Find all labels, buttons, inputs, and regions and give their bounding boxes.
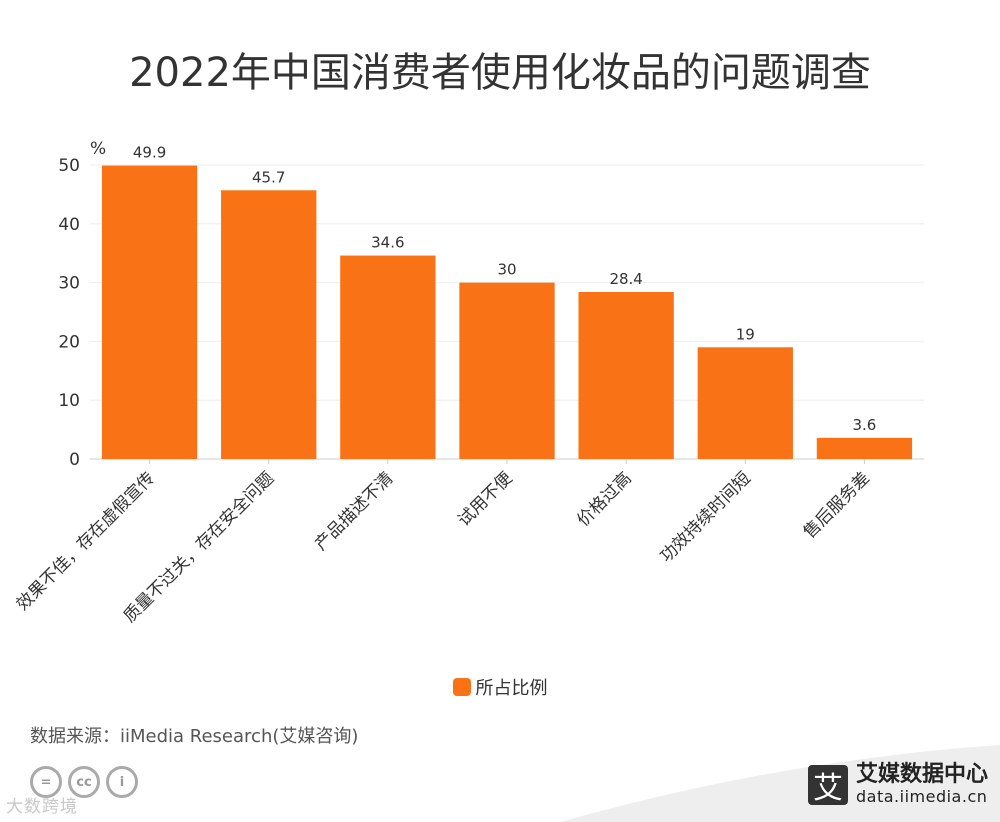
data-label: 30: [497, 261, 516, 279]
y-tick-label: 30: [58, 274, 80, 294]
license-icons: = cc i: [30, 766, 138, 798]
x-tick-label: 试用不便: [454, 468, 516, 530]
bar: [101, 165, 198, 459]
bar: [459, 282, 555, 459]
brand-url: data.iimedia.cn: [856, 787, 988, 806]
legend-swatch: [452, 678, 471, 696]
bar: [340, 255, 436, 459]
data-label: 34.6: [371, 234, 404, 252]
legend[interactable]: 所占比例: [0, 674, 1000, 700]
x-tick-label: 功效持续时间短: [657, 468, 755, 566]
x-tick-label: 价格过高: [573, 468, 635, 530]
attribution-icon: i: [106, 766, 138, 798]
y-tick-label: 0: [69, 450, 80, 470]
y-tick-label: 50: [58, 156, 80, 176]
data-label: 45.7: [252, 168, 285, 186]
bar: [578, 292, 674, 459]
data-label: 3.6: [852, 416, 876, 434]
bar: [816, 437, 913, 459]
data-label: 19: [736, 325, 755, 343]
watermark: 大数跨境: [6, 797, 78, 817]
brand-name: 艾媒数据中心: [856, 762, 989, 787]
data-label: 49.9: [133, 144, 166, 162]
brand[interactable]: 艾 艾媒数据中心 data.iimedia.cn: [808, 763, 988, 807]
y-tick-label: 20: [58, 332, 80, 352]
source-note: 数据来源：iiMedia Research(艾媒咨询): [30, 726, 359, 747]
cc-icon: cc: [68, 766, 100, 798]
bar: [221, 190, 317, 459]
y-unit-label: %: [90, 139, 106, 159]
chart-title: 2022年中国消费者使用化妆品的问题调查: [129, 50, 871, 96]
data-label: 28.4: [609, 270, 642, 288]
y-tick-label: 40: [58, 215, 80, 235]
x-tick-label: 效果不佳，存在虚假宣传: [13, 468, 159, 614]
nd-icon: =: [30, 766, 62, 798]
bar: [697, 347, 793, 459]
legend-label: 所占比例: [475, 678, 548, 699]
brand-logo-icon: 艾: [808, 765, 848, 806]
x-tick-label: 产品描述不清: [311, 468, 397, 554]
x-tick-label: 售后服务差: [800, 468, 874, 542]
y-tick-label: 10: [58, 391, 80, 411]
